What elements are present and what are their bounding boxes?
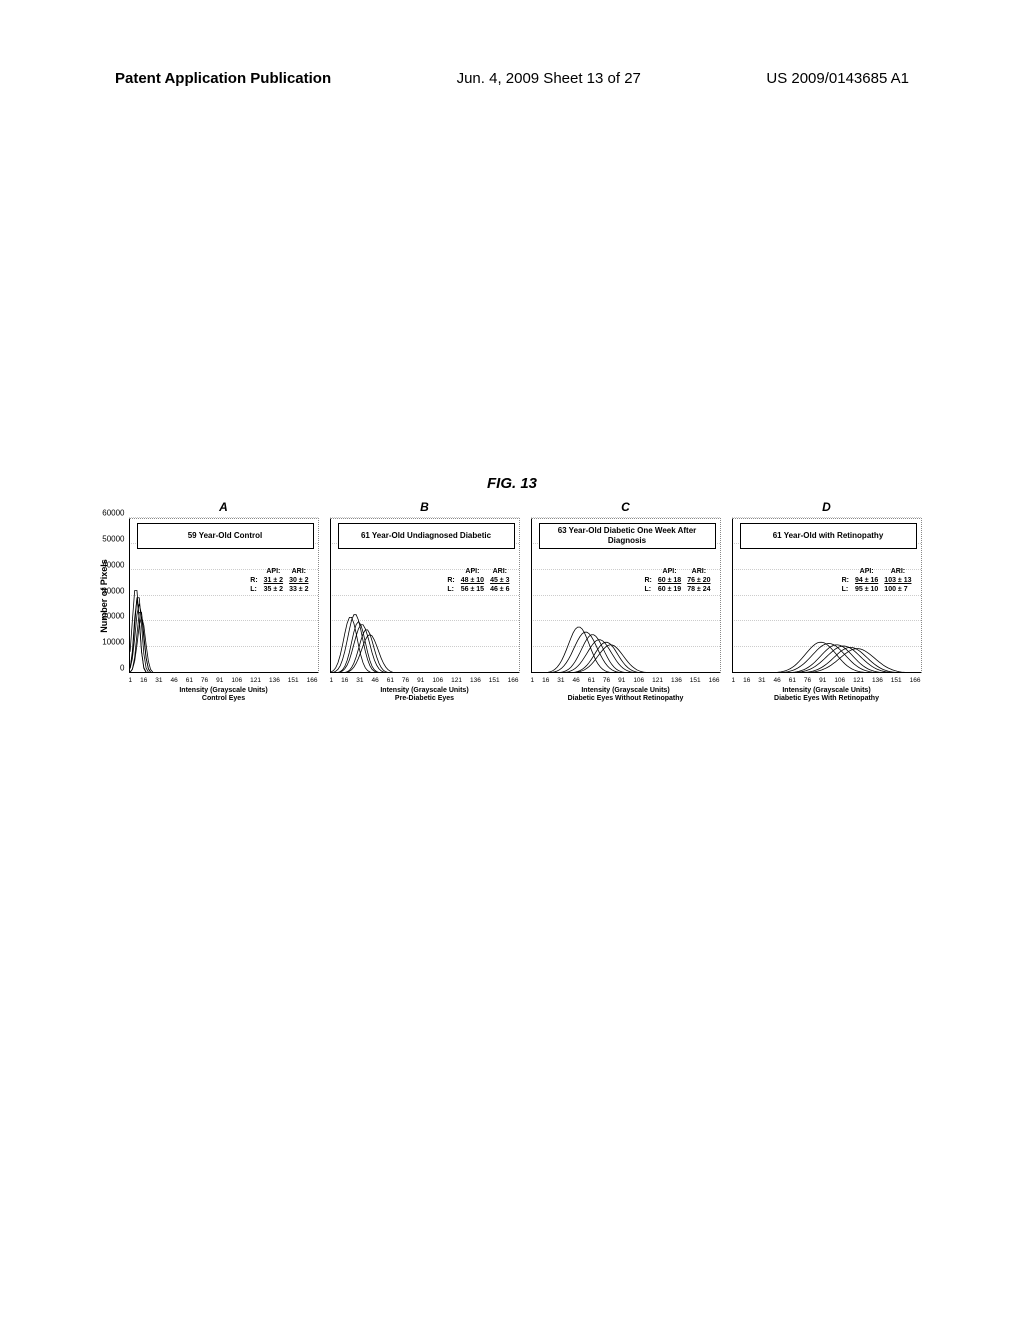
panel-letter: B: [420, 500, 429, 514]
chart-title: 63 Year-Old Diabetic One Week After Diag…: [539, 523, 716, 549]
x-ticks: 1163146617691106121136151166: [732, 677, 921, 684]
chart-box: 61 Year-Old Undiagnosed Diabetic API:ARI:…: [330, 518, 520, 673]
x-ticks: 1163146617691106121136151166: [330, 677, 519, 684]
chart-title: 61 Year-Old Undiagnosed Diabetic: [338, 523, 515, 549]
panel-letter: A: [219, 500, 228, 514]
panel-letter: C: [621, 500, 630, 514]
x-axis-label: Intensity (Grayscale Units)Diabetic Eyes…: [568, 687, 684, 704]
x-ticks: 1163146617691106121136151166: [531, 677, 720, 684]
header-right: US 2009/0143685 A1: [766, 70, 909, 87]
figure-label: FIG. 13: [487, 475, 537, 492]
chart-box: 59 Year-Old Control API:ARI:R:31 ± 230 ± …: [129, 518, 319, 673]
header-left: Patent Application Publication: [115, 70, 331, 87]
x-axis-label: Intensity (Grayscale Units)Diabetic Eyes…: [774, 687, 879, 704]
chart-box: 61 Year-Old with Retinopathy API:ARI:R:94…: [732, 518, 922, 673]
x-ticks: 1163146617691106121136151166: [129, 677, 318, 684]
panel-letter: D: [822, 500, 831, 514]
chart-title: 59 Year-Old Control: [137, 523, 314, 549]
header-center: Jun. 4, 2009 Sheet 13 of 27: [457, 70, 641, 87]
x-axis-label: Intensity (Grayscale Units)Control Eyes: [179, 687, 267, 704]
x-axis-label: Intensity (Grayscale Units)Pre-Diabetic …: [380, 687, 468, 704]
page-header: Patent Application Publication Jun. 4, 2…: [0, 70, 1024, 87]
stats-box: API:ARI:R:48 ± 1045 ± 3L:56 ± 1546 ± 6: [444, 567, 512, 594]
y-ticks: 0100002000030000400005000060000: [91, 519, 127, 673]
chart-panel-c: C 63 Year-Old Diabetic One Week After Dia…: [527, 500, 724, 704]
chart-box: 63 Year-Old Diabetic One Week After Diag…: [531, 518, 721, 673]
chart-panel-d: D 61 Year-Old with Retinopathy API:ARI:R:9…: [728, 500, 925, 704]
chart-panel-a: A 59 Year-Old Control API:ARI:R:31 ± 230 ±…: [125, 500, 322, 704]
chart-title: 61 Year-Old with Retinopathy: [740, 523, 917, 549]
stats-box: API:ARI:R:60 ± 1876 ± 20L:60 ± 1978 ± 24: [641, 567, 713, 594]
charts-row: A 59 Year-Old Control API:ARI:R:31 ± 230 ±…: [125, 500, 925, 704]
stats-box: API:ARI:R:94 ± 16103 ± 13L:95 ± 10100 ± …: [839, 567, 915, 594]
stats-box: API:ARI:R:31 ± 230 ± 2L:35 ± 233 ± 2: [247, 567, 311, 594]
chart-panel-b: B 61 Year-Old Undiagnosed Diabetic API:ARI…: [326, 500, 523, 704]
